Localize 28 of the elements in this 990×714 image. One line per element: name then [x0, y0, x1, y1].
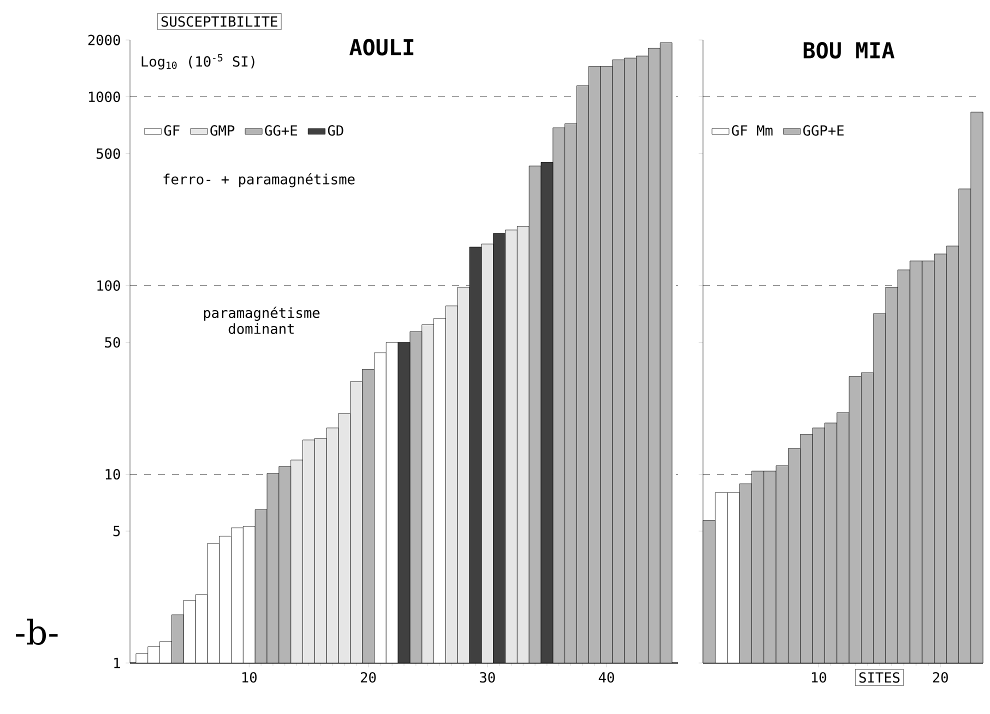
legend-label: GMP [210, 125, 234, 136]
annotation: ferro- + paramagnétisme [164, 173, 355, 188]
y-tick-label: 50 [105, 337, 120, 348]
y-tick-label: 5 [113, 526, 120, 536]
chart-title: AOULI [349, 38, 414, 56]
y-tick-label: 1 [114, 658, 120, 668]
x-tick-label: 10 [242, 672, 257, 683]
text: Log$_{10}$ (10$^{-5}$ SI) [142, 54, 254, 70]
x-tick-label: 20 [360, 672, 376, 683]
x-axis-title: SITES [859, 672, 900, 683]
legend-label: GF [164, 125, 180, 136]
x-tick-label: 10 [812, 672, 826, 683]
y-tick-label: 2000 [88, 34, 120, 46]
y-tick-label: 500 [96, 148, 120, 159]
y-tick-label: 10 [106, 468, 120, 480]
y-tick-label: 100 [97, 280, 120, 291]
x-tick-label: 20 [933, 672, 948, 683]
y-axis-title: SUSCEPTIBILITE [162, 16, 278, 27]
annotation: paramagnétisme dominant [204, 306, 320, 334]
x-tick-label: 30 [480, 672, 495, 683]
text: -b- [16, 618, 58, 645]
legend-label: GD [328, 125, 344, 136]
x-tick-label: 40 [598, 672, 614, 683]
chart-title: BOU MIA [804, 42, 894, 59]
legend-label: GGP+E [803, 125, 844, 136]
legend-label: GF Mm [732, 125, 773, 136]
y-tick-label: 1000 [88, 92, 120, 102]
legend-label: GG+E [265, 125, 298, 136]
